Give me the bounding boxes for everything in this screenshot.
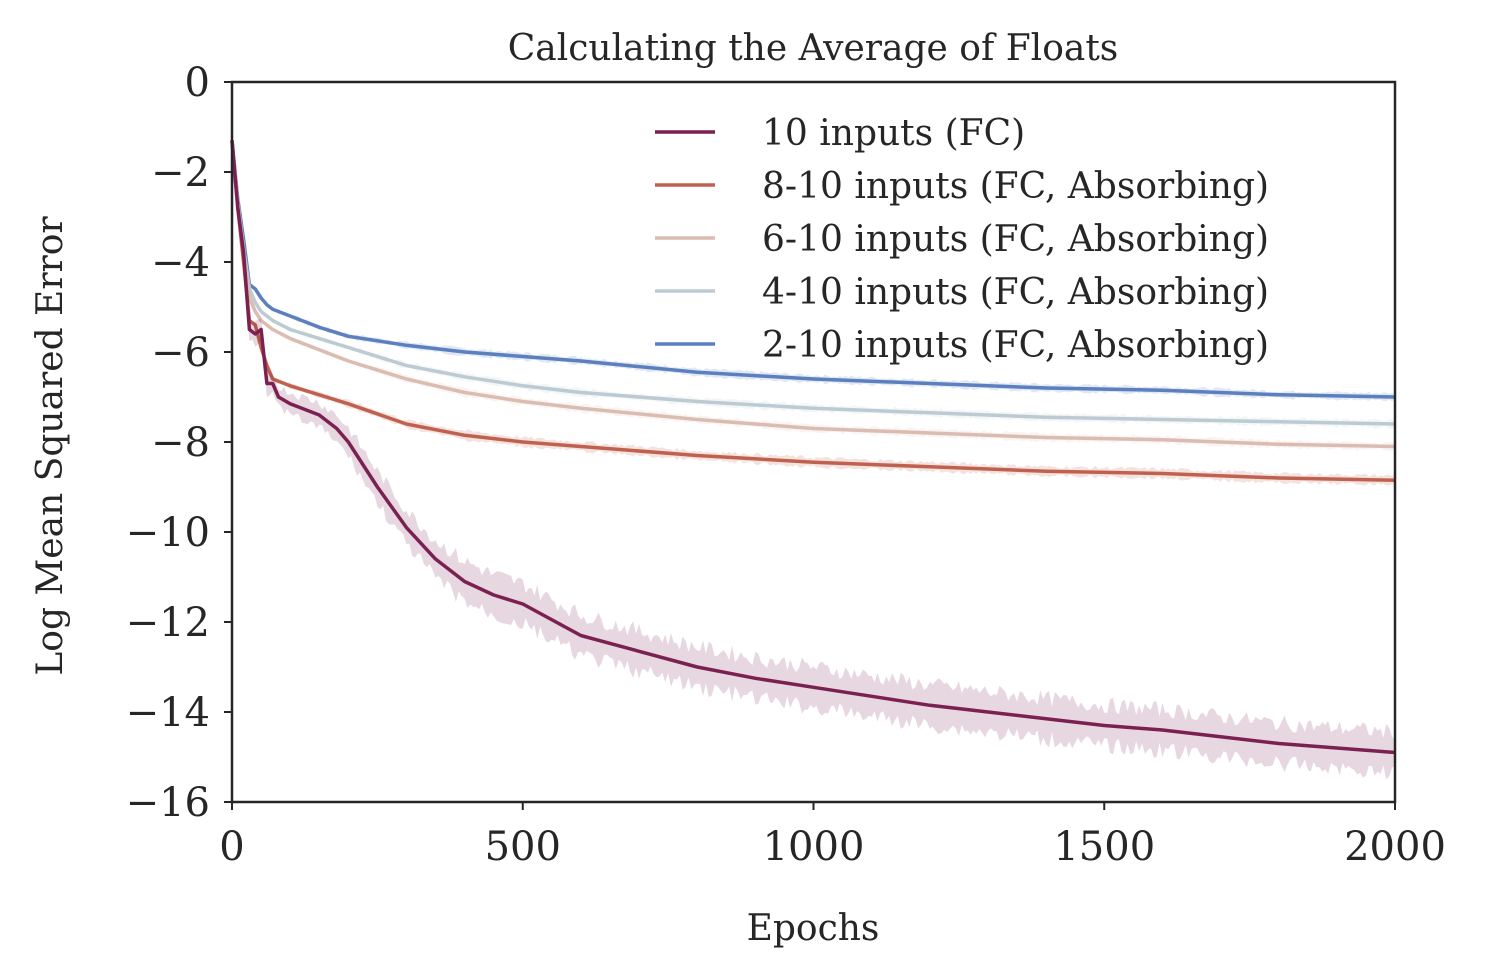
series-band-1 [232, 134, 1395, 780]
y-tick-label: −2 [151, 150, 210, 196]
y-tick-label: −8 [151, 420, 210, 466]
x-axis: 0 500 1000 1500 2000 [219, 802, 1446, 870]
y-tick-label: −6 [151, 330, 210, 376]
series-line-3 [230, 140, 1396, 449]
y-tick-label: 0 [185, 60, 210, 106]
x-tick-label: 1500 [1053, 824, 1155, 870]
y-tick-label: −12 [126, 600, 210, 646]
y-tick-label: −14 [126, 690, 210, 736]
series-layer [230, 134, 1396, 780]
y-axis-label: Log Mean Squared Error [30, 216, 71, 676]
chart-title: Calculating the Average of Floats [508, 28, 1119, 69]
legend-label-4: 4-10 inputs (FC, Absorbing) [762, 272, 1269, 313]
y-tick-label: −10 [126, 510, 210, 556]
series-line-1 [230, 140, 1396, 755]
y-tick-label: −4 [151, 240, 210, 286]
legend-label-1: 10 inputs (FC) [762, 113, 1025, 154]
x-tick-label: 2000 [1344, 824, 1446, 870]
x-tick-label: 1000 [763, 824, 865, 870]
x-tick-label: 0 [219, 824, 244, 870]
series-line-4 [230, 140, 1396, 426]
y-tick-label: −16 [126, 780, 210, 826]
series-line-2 [230, 140, 1396, 483]
legend-label-2: 8-10 inputs (FC, Absorbing) [762, 166, 1269, 207]
legend-label-5: 2-10 inputs (FC, Absorbing) [762, 325, 1269, 366]
y-axis: 0 −2 −4 −6 −8 −10 −12 −14 −16 [126, 60, 232, 826]
legend-label-3: 6-10 inputs (FC, Absorbing) [762, 219, 1269, 260]
series-line-5 [230, 140, 1396, 399]
legend: 10 inputs (FC) 8-10 inputs (FC, Absorbing… [655, 113, 1269, 366]
x-tick-label: 500 [485, 824, 561, 870]
x-axis-label: Epochs [747, 908, 880, 949]
